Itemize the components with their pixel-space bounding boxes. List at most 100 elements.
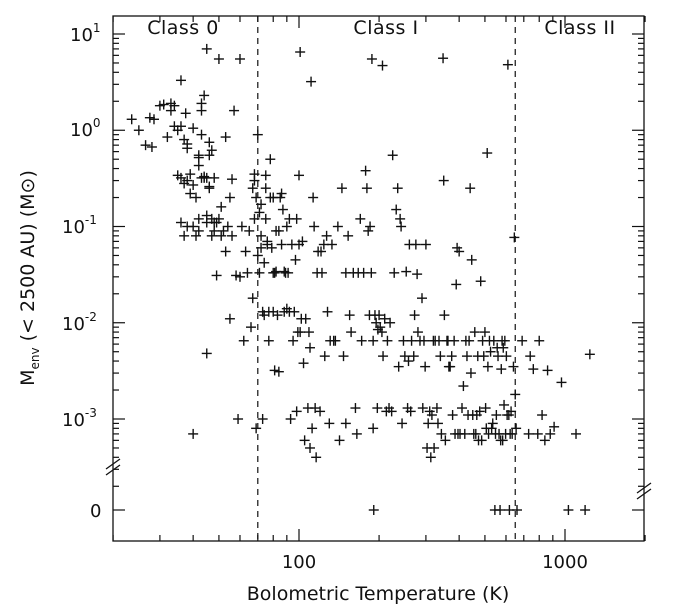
- data-point: [295, 327, 306, 338]
- data-point: [497, 435, 508, 446]
- data-point: [269, 365, 280, 376]
- data-point: [188, 221, 199, 232]
- data-point: [316, 267, 327, 278]
- data-point: [376, 327, 387, 338]
- data-point: [305, 342, 316, 353]
- data-point: [425, 452, 436, 463]
- data-point: [498, 342, 509, 353]
- data-point: [432, 418, 443, 429]
- data-point: [461, 351, 472, 362]
- data-point: [420, 239, 431, 250]
- data-point: [412, 327, 423, 338]
- data-point: [175, 121, 186, 132]
- data-point: [410, 239, 421, 250]
- data-point: [447, 410, 458, 421]
- data-point: [350, 403, 361, 414]
- data-point: [191, 192, 202, 203]
- data-point: [412, 269, 423, 280]
- data-point: [344, 310, 355, 321]
- data-point: [188, 428, 199, 439]
- data-point: [487, 418, 498, 429]
- data-point: [252, 250, 263, 261]
- data-point: [193, 160, 204, 171]
- data-point: [324, 418, 335, 429]
- data-point: [545, 428, 556, 439]
- data-point: [525, 351, 536, 362]
- data-point: [457, 403, 468, 414]
- data-point: [158, 99, 169, 110]
- data-point: [213, 213, 224, 224]
- data-point: [469, 327, 480, 338]
- data-point: [474, 406, 485, 417]
- data-point: [308, 192, 319, 203]
- data-point: [148, 114, 159, 125]
- data-point: [392, 183, 403, 194]
- data-point: [479, 327, 490, 338]
- data-point: [436, 428, 447, 439]
- data-point: [426, 410, 437, 421]
- data-point: [459, 428, 470, 439]
- data-point: [307, 423, 318, 434]
- data-point: [133, 125, 144, 136]
- data-point: [465, 183, 476, 194]
- data-point: [451, 279, 462, 290]
- data-point: [188, 123, 199, 134]
- data-point: [273, 225, 284, 236]
- x-axis-title: Bolometric Temperature (K): [247, 583, 509, 605]
- data-point: [475, 276, 486, 287]
- y-tick-label-zero: 0: [90, 501, 101, 522]
- data-point: [549, 421, 560, 432]
- data-point: [316, 246, 327, 257]
- data-point: [236, 221, 247, 232]
- data-point: [281, 221, 292, 232]
- data-point: [162, 132, 173, 143]
- data-point: [209, 225, 220, 236]
- data-point: [234, 271, 245, 282]
- data-point: [403, 356, 414, 367]
- data-point: [288, 335, 299, 346]
- data-point: [493, 351, 504, 362]
- data-point: [269, 267, 280, 278]
- data-point: [528, 364, 539, 375]
- data-point: [259, 257, 270, 268]
- data-point: [211, 270, 222, 281]
- data-point: [478, 351, 489, 362]
- data-point: [355, 213, 366, 224]
- data-point: [273, 366, 284, 377]
- data-point: [563, 505, 574, 515]
- data-point: [245, 322, 256, 333]
- data-point: [556, 377, 567, 388]
- data-point: [291, 406, 302, 417]
- data-point: [395, 213, 406, 224]
- data-point: [360, 165, 371, 176]
- data-point: [290, 254, 301, 265]
- data-point: [216, 230, 227, 241]
- data-point: [224, 313, 235, 324]
- data-point: [438, 175, 449, 186]
- data-point: [188, 179, 199, 190]
- data-point: [466, 254, 477, 265]
- data-point: [408, 351, 419, 362]
- data-point: [234, 53, 245, 64]
- data-point: [431, 403, 442, 414]
- data-point: [534, 335, 545, 346]
- data-point: [206, 230, 217, 241]
- data-point: [294, 170, 304, 181]
- data-point: [495, 505, 506, 515]
- axis-break-left: [105, 458, 121, 476]
- data-point: [346, 327, 357, 338]
- data-point: [204, 150, 215, 161]
- data-point: [445, 361, 456, 372]
- data-point: [185, 169, 196, 180]
- x-tick-label-1000: 1000: [542, 552, 588, 573]
- data-point: [305, 442, 316, 453]
- data-point: [374, 310, 385, 321]
- data-point: [499, 399, 510, 410]
- data-point: [465, 368, 476, 379]
- data-point: [332, 221, 343, 232]
- data-point: [454, 246, 465, 257]
- data-point: [185, 188, 196, 199]
- data-point: [330, 335, 341, 346]
- data-point: [508, 361, 519, 372]
